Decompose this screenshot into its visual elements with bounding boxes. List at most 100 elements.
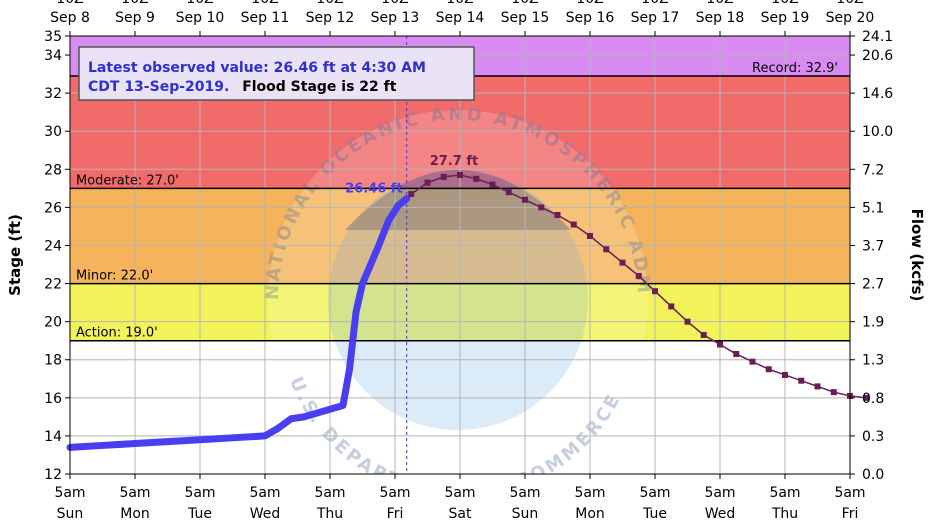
forecast-point [717, 341, 723, 348]
top-tick-date: Sep 19 [761, 10, 810, 26]
threshold-label: Moderate: 27.0' [76, 173, 179, 188]
y2-tick-label: 5.1 [862, 200, 884, 216]
forecast-point [863, 394, 870, 401]
top-tick-date: Sep 18 [696, 10, 745, 26]
top-tick-time: 10Z [576, 0, 603, 7]
y-tick-label: 24 [44, 238, 62, 254]
y-tick-label: 18 [44, 353, 62, 369]
forecast-point [570, 221, 577, 228]
right-axis: 0.0 0.3 0.8 1.3 1.9 2.7 3.7 5.1 7.2 10.0 14.6 20.6 2… [850, 29, 893, 483]
y-tick-label: 26 [44, 200, 62, 216]
top-tick-date: Sep 9 [115, 10, 155, 26]
top-tick-time: 10Z [771, 0, 798, 7]
observed-line [66, 195, 411, 451]
top-tick-time: 10Z [381, 0, 408, 7]
forecast-point [587, 232, 593, 239]
x-tick-time: 5am [834, 485, 865, 501]
top-axis: 10Z Sep 8 10Z Sep 9 10Z Sep 10 10Z Sep 11 10Z Sep… [50, 0, 874, 36]
y2-tick-label: 0.0 [862, 467, 884, 483]
y-axis-label: Stage (ft) [6, 214, 24, 296]
annotations: 26.46 ft 27.7 ft [345, 154, 478, 197]
x-tick-day: Sat [449, 506, 472, 522]
y2-tick-label: 7.2 [862, 162, 884, 178]
gridlines [70, 36, 850, 474]
x-tick-time: 5am [249, 485, 280, 501]
forecast-point [505, 189, 512, 196]
forecast-point [684, 318, 691, 325]
y2-tick-label: 1.3 [862, 353, 884, 369]
y-tick-label: 16 [44, 391, 62, 407]
top-tick-time: 10Z [186, 0, 213, 7]
forecast-point [765, 366, 772, 373]
y-tick-label: 30 [44, 124, 62, 140]
y-tick-label: 35 [44, 29, 62, 45]
top-tick-time: 10Z [706, 0, 733, 7]
y2-tick-label: 24.1 [862, 29, 893, 45]
left-axis: 12 14 16 18 20 22 24 26 28 30 32 34 35 [44, 29, 70, 483]
top-tick-time: 10Z [56, 0, 83, 7]
forecast-point [538, 204, 545, 211]
peak-value-label: 27.7 ft [430, 154, 478, 169]
forecast-point [408, 191, 415, 198]
x-tick-day: Tue [642, 506, 667, 522]
top-tick-date: Sep 8 [50, 10, 90, 26]
top-tick-time: 10Z [121, 0, 148, 7]
top-tick-date: Sep 13 [371, 10, 420, 26]
y-tick-label: 20 [44, 315, 62, 331]
top-tick-date: Sep 11 [241, 10, 290, 26]
forecast-point [424, 179, 431, 186]
observed-value-label: 26.46 ft [345, 182, 403, 197]
y-tick-label: 34 [44, 48, 62, 64]
threshold-label: Record: 32.9' [752, 61, 838, 76]
x-tick-day: Sun [512, 506, 539, 522]
y2-tick-label: 20.6 [862, 48, 893, 64]
info-line-1: Latest observed value: 26.46 ft at 4:30 … [88, 60, 426, 76]
bottom-axis: 5am Sun 5am Mon 5am Tue 5am Wed 5am Thu 5am Fri 5am S… [54, 474, 866, 522]
forecast-point [635, 272, 642, 279]
latest-observation-box: Latest observed value: 26.46 ft at 4:30 … [78, 46, 475, 101]
x-tick-time: 5am [119, 485, 150, 501]
x-tick-time: 5am [54, 485, 85, 501]
forecast-point [440, 173, 447, 180]
forecast-point [619, 259, 626, 266]
x-tick-time: 5am [509, 485, 540, 501]
y2-axis-label: Flow (kcfs) [908, 209, 926, 302]
x-tick-time: 5am [379, 485, 410, 501]
y2-tick-label: 1.9 [862, 315, 884, 331]
forecast-point [700, 331, 707, 338]
y2-tick-label: 0.3 [862, 429, 884, 445]
y2-tick-label: 14.6 [862, 86, 893, 102]
data-series [66, 172, 870, 451]
x-tick-time: 5am [444, 485, 475, 501]
info-line-2-date: CDT 13-Sep-2019. [88, 79, 229, 95]
top-tick-date: Sep 16 [566, 10, 615, 26]
x-tick-time: 5am [769, 485, 800, 501]
y-tick-label: 12 [44, 467, 62, 483]
info-line-2-flood-stage: Flood Stage is 22 ft [242, 79, 397, 95]
top-tick-time: 10Z [511, 0, 538, 7]
top-tick-time: 10Z [641, 0, 668, 7]
y2-tick-label: 0.8 [862, 391, 884, 407]
top-tick-date: Sep 20 [826, 10, 875, 26]
forecast-point [830, 389, 837, 396]
y-tick-label: 28 [44, 162, 62, 178]
x-tick-day: Sun [57, 506, 84, 522]
forecast-point [668, 303, 675, 310]
x-tick-day: Wed [250, 506, 281, 522]
top-tick-date: Sep 14 [436, 10, 485, 26]
y2-tick-label: 2.7 [862, 277, 884, 293]
y2-tick-label: 3.7 [862, 238, 884, 254]
x-tick-time: 5am [639, 485, 670, 501]
threshold-label: Minor: 22.0' [76, 269, 153, 284]
y-tick-label: 22 [44, 277, 62, 293]
forecast-point [652, 288, 658, 295]
x-tick-day: Tue [187, 506, 212, 522]
top-tick-time: 10Z [446, 0, 473, 7]
threshold-label: Action: 19.0' [76, 326, 158, 341]
forecast-point [782, 371, 788, 378]
y-tick-label: 14 [44, 429, 62, 445]
x-tick-day: Mon [120, 506, 150, 522]
top-tick-date: Sep 17 [631, 10, 680, 26]
x-tick-day: Thu [316, 506, 343, 522]
